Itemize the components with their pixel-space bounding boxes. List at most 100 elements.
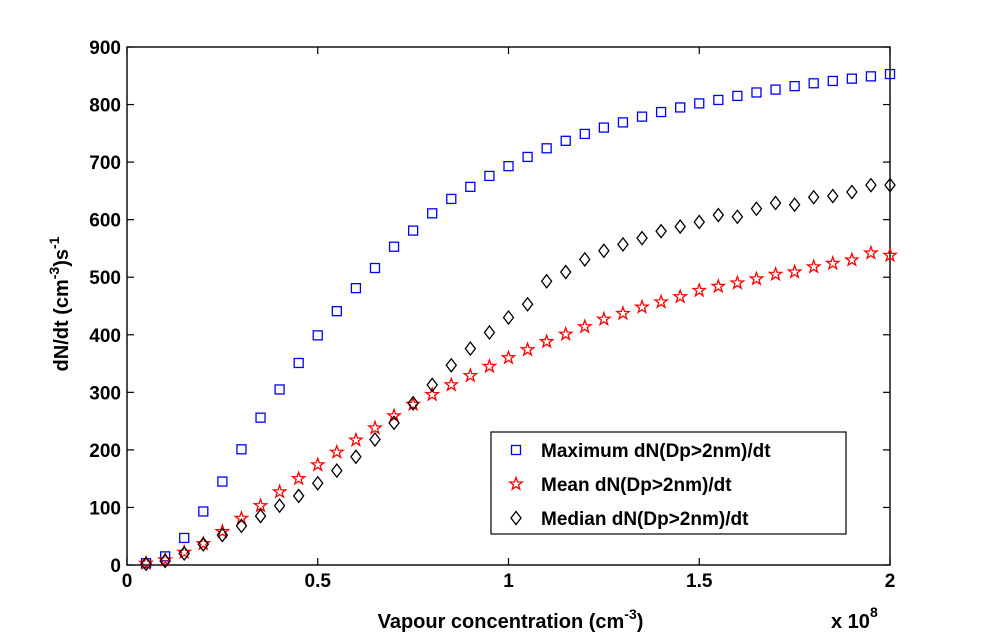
series-layer [138, 68, 899, 572]
x-axis-title: Vapour concentration (cm-3) [378, 606, 644, 633]
data-point [502, 309, 515, 326]
data-point [655, 106, 667, 118]
data-point [617, 236, 629, 252]
data-point [540, 273, 553, 289]
data-point [369, 262, 381, 274]
data-point [503, 160, 514, 172]
data-point [789, 80, 800, 92]
legend-marker-star [507, 475, 525, 491]
legend-label: Maximum dN(Dp>2nm)/dt [541, 441, 771, 462]
data-point [385, 407, 403, 423]
data-point [407, 395, 419, 411]
data-point [350, 449, 362, 465]
y-tick-label: 600 [89, 211, 121, 232]
data-point [465, 181, 476, 193]
data-point [557, 325, 574, 342]
data-point [769, 195, 782, 211]
data-point [216, 527, 229, 543]
data-point [750, 201, 763, 217]
data-point [865, 177, 877, 193]
data-point [140, 556, 152, 572]
y-tick-label: 300 [89, 383, 121, 404]
data-point [712, 207, 725, 223]
data-point [881, 246, 899, 263]
y-axis-title-sup2: -1 [46, 236, 62, 249]
data-point [481, 357, 498, 374]
data-point [426, 377, 439, 393]
data-point [826, 188, 839, 204]
x-tick-label: 2 [885, 571, 896, 592]
legend-box [490, 431, 847, 535]
data-point [484, 170, 495, 182]
data-point [865, 71, 877, 82]
y-tick-label: 500 [89, 268, 121, 289]
data-point [636, 111, 648, 122]
data-point [579, 128, 590, 140]
data-point [788, 197, 801, 213]
data-point [519, 341, 536, 357]
data-point [521, 296, 534, 312]
data-point [805, 258, 822, 274]
y-axis-title-sup1: -3 [46, 267, 62, 280]
data-point [538, 333, 555, 349]
data-point [159, 553, 171, 569]
y-axis-title: dN/dt (cm-3)s-1 [46, 236, 73, 371]
data-point [235, 518, 248, 534]
data-point [271, 483, 288, 499]
data-point [273, 498, 286, 514]
data-point [157, 551, 174, 567]
y-tick-label: 100 [89, 498, 121, 519]
data-point [729, 274, 746, 290]
data-point [292, 488, 305, 504]
data-point [483, 324, 496, 341]
data-point [598, 243, 610, 259]
data-point [862, 244, 879, 260]
data-point [328, 443, 345, 460]
y-axis-title-main: dN/dt (cm [51, 279, 73, 371]
y-tick-label: 400 [89, 326, 121, 347]
legend: Maximum dN(Dp>2nm)/dt Mean dN(Dp>2nm)/dt M… [490, 431, 847, 535]
data-point [767, 265, 784, 282]
data-point [884, 177, 896, 193]
data-point [614, 305, 632, 321]
data-point [138, 554, 155, 571]
data-point [366, 419, 384, 435]
data-point [255, 412, 266, 423]
data-point [710, 277, 727, 294]
data-point [748, 270, 765, 286]
data-point [369, 431, 381, 448]
data-point [446, 193, 457, 205]
data-point [653, 293, 670, 309]
data-point [576, 318, 593, 334]
data-point [236, 444, 247, 455]
data-point [407, 225, 419, 236]
data-point [636, 230, 648, 246]
data-point [559, 264, 572, 280]
data-point [198, 506, 209, 517]
data-point [331, 306, 342, 317]
data-point [312, 330, 323, 341]
data-point [827, 75, 838, 87]
y-tick-label: 900 [89, 38, 121, 59]
data-point [445, 357, 458, 373]
data-point [617, 117, 629, 128]
data-point [217, 476, 228, 487]
data-point [214, 523, 231, 539]
y-axis-title-mid: )s [51, 249, 73, 267]
data-point [595, 310, 612, 327]
data-point [731, 209, 744, 225]
data-point [807, 189, 820, 205]
legend-marker-square [510, 444, 522, 456]
data-point [672, 288, 689, 304]
x-axis-multiplier: x 108 [831, 604, 878, 633]
data-point [655, 223, 667, 239]
data-point [388, 415, 400, 431]
data-point [443, 376, 460, 392]
data-point [694, 98, 705, 109]
data-point [427, 208, 438, 219]
x-axis-title-sup: -3 [624, 606, 637, 622]
data-point [350, 283, 362, 294]
data-point [388, 241, 400, 252]
data-point [770, 84, 781, 95]
